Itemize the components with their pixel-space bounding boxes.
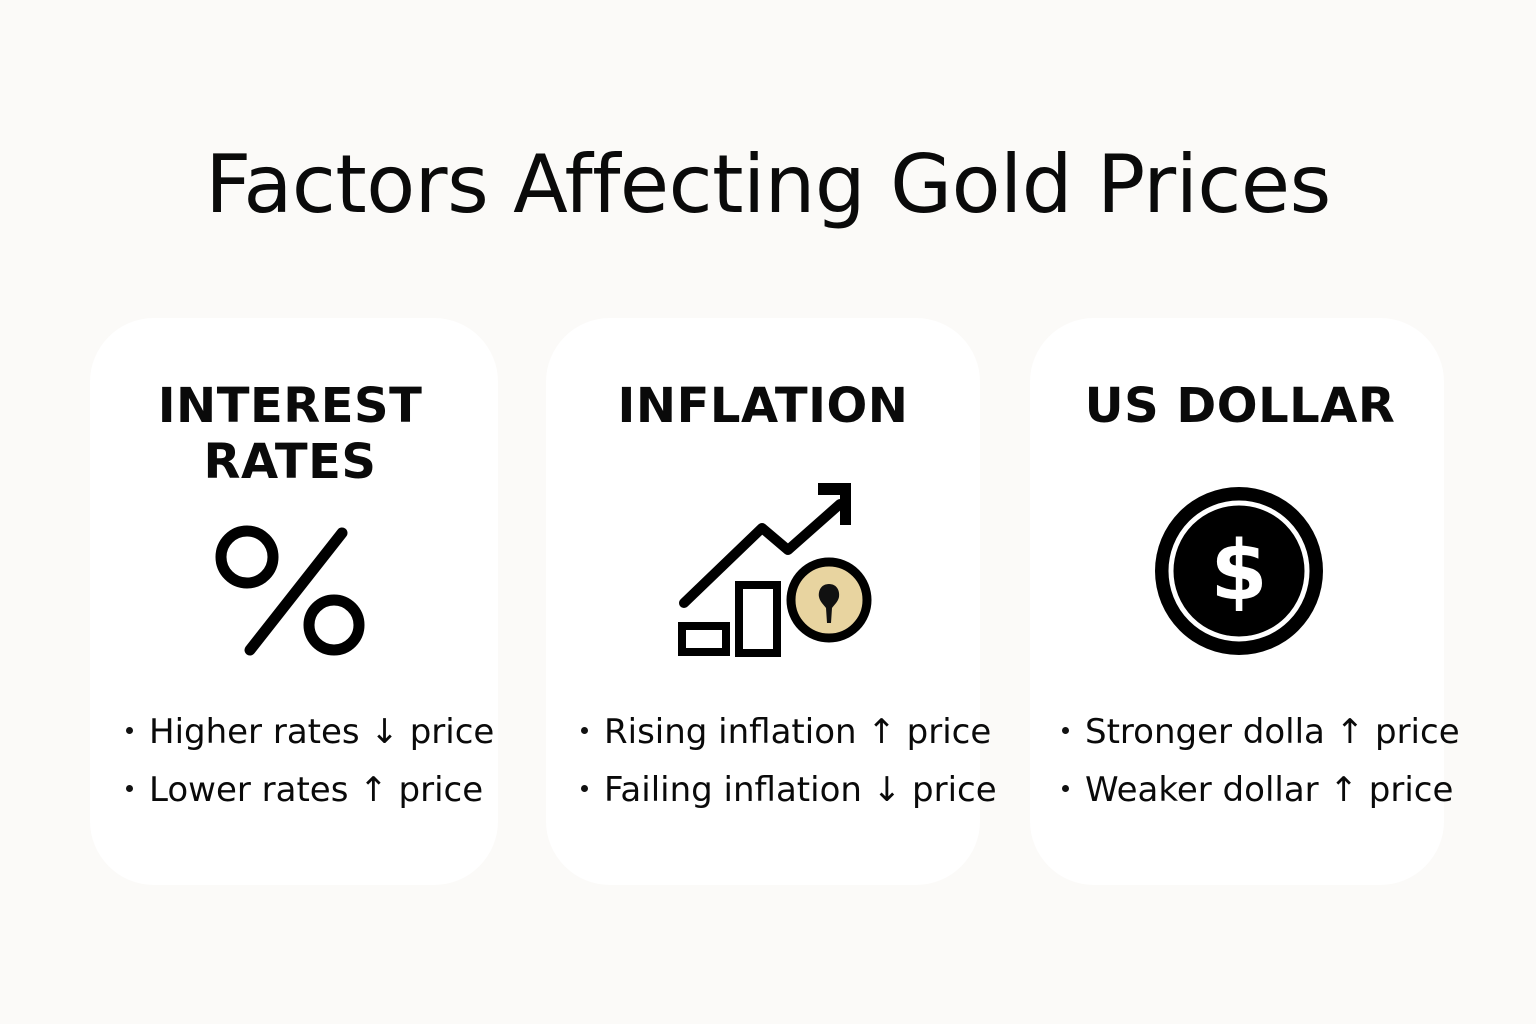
page-title: Factors Affecting Gold Prices: [205, 138, 1331, 231]
card-title-us-dollar: US DOLLAR: [1030, 378, 1450, 434]
bullet-item: Stronger dolla ↑ price: [1062, 708, 1460, 766]
card-inflation: [546, 318, 980, 885]
bullet-list-inflation: Rising inflation ↑ price Failing inflati…: [581, 708, 997, 824]
svg-text:$: $: [1210, 524, 1267, 619]
bullet-item: Weaker dollar ↑ price: [1062, 766, 1460, 824]
bullet-dot-icon: [581, 727, 588, 734]
bullet-text: Higher rates ↓ price: [149, 712, 495, 752]
bullet-dot-icon: [1062, 785, 1069, 792]
bullet-text: Failing inflation ↓ price: [604, 770, 997, 810]
dollar-coin-icon: $: [1155, 487, 1323, 655]
bullet-item: Lower rates ↑ price: [126, 766, 494, 824]
bullet-text: Rising inflation ↑ price: [604, 712, 992, 752]
card-title-line: INTEREST: [157, 378, 423, 434]
bullet-text: Weaker dollar ↑ price: [1085, 770, 1454, 810]
bullet-dot-icon: [126, 785, 133, 792]
card-title-line: INFLATION: [617, 378, 909, 434]
bullet-list-interest-rates: Higher rates ↓ price Lower rates ↑ price: [126, 708, 494, 824]
bullet-dot-icon: [126, 727, 133, 734]
bullet-item: Rising inflation ↑ price: [581, 708, 997, 766]
card-title-line: US DOLLAR: [1084, 378, 1396, 434]
bullet-text: Lower rates ↑ price: [149, 770, 484, 810]
bullet-item: Failing inflation ↓ price: [581, 766, 997, 824]
bullet-list-us-dollar: Stronger dolla ↑ price Weaker dollar ↑ p…: [1062, 708, 1460, 824]
card-title-interest-rates: INTEREST RATES: [90, 378, 490, 490]
rising-chart-with-coin-icon: [678, 483, 872, 657]
bullet-dot-icon: [1062, 727, 1069, 734]
card-title-inflation: INFLATION: [546, 378, 980, 434]
bullet-item: Higher rates ↓ price: [126, 708, 494, 766]
bullet-dot-icon: [581, 785, 588, 792]
bullet-text: Stronger dolla ↑ price: [1085, 712, 1460, 752]
card-title-line: RATES: [203, 434, 377, 490]
percent-icon: [215, 525, 365, 656]
